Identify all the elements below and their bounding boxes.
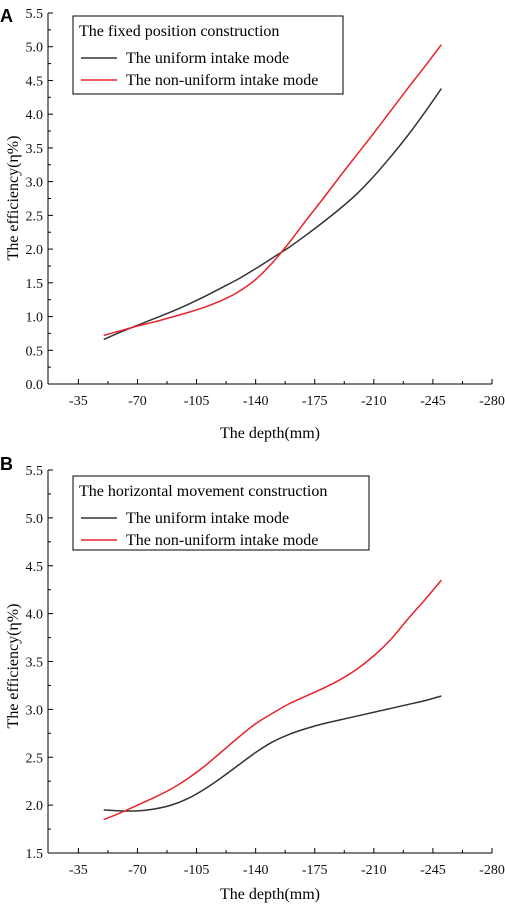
panel-b-y-axis-title: The efficiency(η%) <box>5 604 22 729</box>
panel-a-y-tick-label: 5.0 <box>26 41 44 56</box>
panel-b-legend: The horizontal movement construction The … <box>72 475 370 551</box>
panel-b-x-tick-label: -175 <box>302 863 328 878</box>
panel-a-y-tick-label: 2.5 <box>26 209 44 224</box>
panel-a-x-tick-label: -70 <box>128 394 147 409</box>
panel-a-y-tick-label: 4.5 <box>26 74 44 89</box>
panel-a-series-uniform-line <box>103 88 442 341</box>
panel-a-x-tick-label: -280 <box>479 394 505 409</box>
panel-b-y-tick-label: 5.0 <box>26 512 44 527</box>
panel-b-series-uniform-line <box>103 695 442 812</box>
panel-a-letter: A <box>0 6 13 26</box>
panel-a-legend-label-uniform: The uniform intake mode <box>126 50 289 67</box>
panel-a-x-axis-title: The depth(mm) <box>220 425 320 442</box>
panel-b-legend-title: The horizontal movement construction <box>79 483 327 500</box>
panel-b-x-tick-label: -280 <box>479 863 505 878</box>
panel-b-legend-box <box>72 475 370 551</box>
panel-a-legend-label-non-uniform: The non-uniform intake mode <box>126 72 318 89</box>
panel-a-x-tick-label: -140 <box>243 394 269 409</box>
panel-a-y-tick-label: 0.0 <box>26 378 44 393</box>
panel-a-y-axis-title: The efficiency(η%) <box>5 136 22 261</box>
panel-a-legend-box <box>72 15 344 95</box>
panel-a-y-tick-label: 0.5 <box>26 344 44 359</box>
panel-a-x-tick-label: -35 <box>69 394 88 409</box>
panel-a-series-non-uniform-line <box>103 44 442 337</box>
panel-a-y-tick-label: 3.5 <box>26 142 44 157</box>
panel-a-y-tick-label: 1.0 <box>26 311 44 326</box>
panel-b-y-tick-label: 1.5 <box>26 847 44 862</box>
panel-a-y-tick-label: 5.5 <box>26 7 44 22</box>
panel-a-y-tick-label: 3.0 <box>26 176 44 191</box>
panel-b-legend-label-uniform: The uniform intake mode <box>126 510 289 527</box>
panel-b-y-tick-label: 4.5 <box>26 560 44 575</box>
panel-b-y-tick-label: 3.5 <box>26 656 44 671</box>
panel-a-legend: The fixed position construction The unifo… <box>72 15 344 95</box>
panel-a-x-tick-label: -175 <box>302 394 328 409</box>
panel-b-x-tick-label: -35 <box>69 863 88 878</box>
panel-b-y-tick-label: 4.0 <box>26 608 44 623</box>
panel-a-y-tick-label: 1.5 <box>26 277 44 292</box>
panel-b-x-tick-label: -70 <box>128 863 147 878</box>
panel-b-x-tick-label: -245 <box>420 863 446 878</box>
panel-b-legend-label-non-uniform: The non-uniform intake mode <box>126 532 318 549</box>
panel-b-x-tick-label: -210 <box>361 863 387 878</box>
panel-a: A 0.0 0.5 1.0 1.5 2.0 2.5 3.0 3.5 4.0 4.5 5.0 5.5 -3… <box>0 6 505 442</box>
panel-b-letter: B <box>0 454 13 474</box>
panel-a-x-tick-label: -245 <box>420 394 446 409</box>
panel-a-x-tick-label: -105 <box>184 394 210 409</box>
panel-a-x-tick-label: -210 <box>361 394 387 409</box>
panel-b-y-tick-label: 2.0 <box>26 799 44 814</box>
panel-b-y-tick-label: 5.5 <box>26 464 44 479</box>
panel-a-y-tick-label: 2.0 <box>26 243 44 258</box>
panel-b: B 1.5 2.0 2.5 3.0 3.5 4.0 4.5 5.0 5.5 -35 -70 -105 -… <box>0 454 505 903</box>
panel-b-y-tick-label: 2.5 <box>26 751 44 766</box>
panel-b-x-tick-label: -105 <box>184 863 210 878</box>
panel-a-legend-title: The fixed position construction <box>79 23 279 40</box>
panel-b-x-axis-title: The depth(mm) <box>220 886 320 903</box>
panel-a-y-tick-label: 4.0 <box>26 108 44 123</box>
panel-b-y-tick-label: 3.0 <box>26 703 44 718</box>
panel-b-series-non-uniform-line <box>103 579 442 821</box>
panel-b-x-tick-label: -140 <box>243 863 269 878</box>
